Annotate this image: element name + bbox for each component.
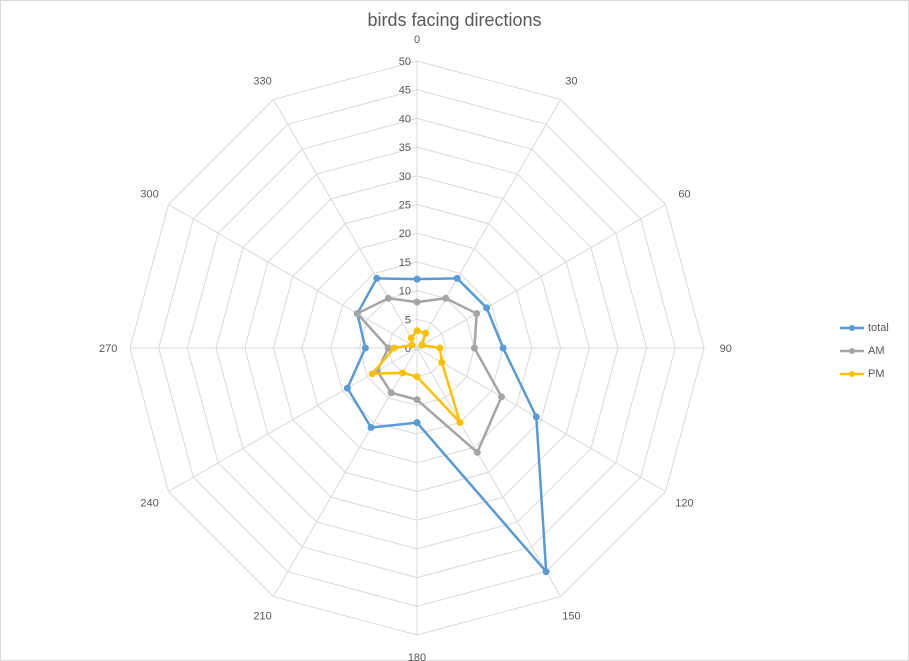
data-point (384, 344, 392, 352)
data-point (413, 373, 421, 381)
radial-tick-label: 15 (399, 257, 411, 269)
radial-tick-label: 25 (399, 200, 411, 212)
grid-spoke (416, 347, 666, 492)
category-label: 30 (565, 76, 577, 88)
radial-tick-label: 10 (399, 286, 411, 298)
data-point (542, 568, 550, 576)
series-layer (343, 274, 550, 576)
category-label: 60 (678, 189, 690, 201)
data-point (498, 393, 506, 401)
data-point (353, 310, 361, 318)
category-label: 210 (253, 610, 271, 622)
data-point (438, 358, 446, 366)
data-point (499, 344, 507, 352)
radial-tick-label: 35 (399, 142, 411, 154)
legend-swatch (840, 324, 864, 331)
category-label: 90 (720, 343, 732, 355)
data-point (413, 275, 421, 283)
radial-tick-label: 30 (399, 171, 411, 183)
data-point (532, 413, 540, 421)
category-label: 240 (140, 497, 158, 509)
grid-spoke (273, 99, 418, 349)
legend-label: total (868, 321, 889, 334)
data-point (453, 274, 461, 282)
radial-tick-label: 45 (399, 85, 411, 97)
radial-tick-label: 0 (405, 343, 411, 355)
radial-tick-label: 40 (399, 113, 411, 125)
data-point (408, 341, 416, 349)
data-point (361, 344, 369, 352)
data-point (413, 419, 421, 427)
data-point (373, 274, 381, 282)
category-label: 300 (140, 189, 158, 201)
grid-spoke (168, 204, 418, 349)
data-point (413, 327, 421, 335)
data-point (413, 396, 421, 404)
radar-grid (129, 60, 705, 636)
data-point (470, 344, 478, 352)
data-point (368, 370, 376, 378)
data-point (384, 294, 392, 302)
radial-tick-label: 50 (399, 56, 411, 68)
legend-swatch (840, 347, 864, 354)
series-line (356, 297, 503, 454)
data-point (436, 344, 444, 352)
data-point (483, 304, 491, 312)
radial-tick-label: 20 (399, 228, 411, 240)
category-label: 0 (414, 34, 420, 46)
category-label: 270 (99, 343, 117, 355)
legend-item: PM (840, 362, 889, 385)
data-point (399, 369, 407, 377)
category-label: 150 (562, 610, 580, 622)
data-point (456, 419, 464, 427)
legend-label: AM (868, 344, 885, 357)
legend-label: PM (868, 367, 885, 380)
grid-spoke (416, 99, 561, 349)
data-point (473, 310, 481, 318)
legend-swatch (840, 370, 864, 377)
radial-tick-labels: 0 5 10 15 20 25 30 35 40 45 50 (399, 56, 411, 355)
legend-item: total (840, 316, 889, 339)
grid-spoke (416, 204, 666, 349)
category-label: 180 (408, 652, 426, 661)
legend: total AM PM (840, 316, 889, 385)
data-point (418, 341, 426, 349)
radial-tick-label: 5 (405, 314, 411, 326)
data-point (473, 448, 481, 456)
data-point (367, 424, 375, 432)
data-point (442, 294, 450, 302)
data-point (390, 344, 398, 352)
data-point (407, 334, 415, 342)
grid-spoke (416, 347, 561, 597)
data-point (343, 384, 351, 392)
data-point (387, 389, 395, 397)
series-PM (368, 327, 464, 427)
data-point (422, 329, 430, 337)
series-AM (353, 294, 506, 456)
category-label: 120 (675, 497, 693, 509)
chart-title: birds facing directions (367, 10, 542, 30)
category-label: 330 (253, 76, 271, 88)
grid-spoke (273, 347, 418, 597)
data-point (413, 298, 421, 306)
legend-item: AM (840, 339, 889, 362)
